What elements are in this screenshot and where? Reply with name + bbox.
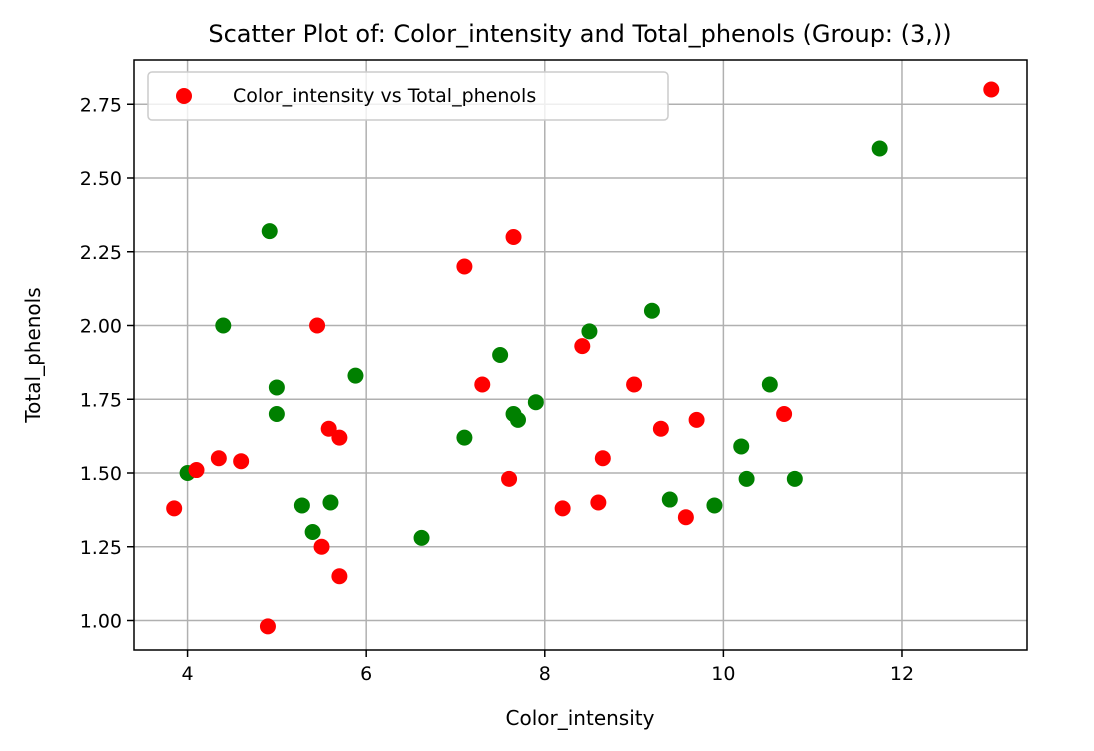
data-point: [643, 302, 660, 319]
legend: Color_intensity vs Total_phenols: [147, 71, 669, 121]
data-point: [492, 347, 509, 363]
data-point: [313, 538, 330, 555]
data-point: [309, 317, 326, 334]
data-point: [215, 317, 232, 334]
data-point: [210, 450, 227, 467]
data-point: [261, 223, 278, 240]
data-point: [983, 81, 1000, 98]
data-point: [268, 406, 285, 422]
data-point: [677, 509, 694, 526]
data-point: [268, 379, 285, 396]
data-point: [626, 376, 643, 393]
legend-entry-label: Color_intensity vs Total_phenols: [233, 85, 536, 107]
data-point: [474, 376, 491, 393]
data-point: [293, 497, 310, 514]
data-point: [688, 411, 705, 428]
data-point: [501, 470, 518, 487]
y-tick-label: 1.00: [80, 611, 122, 633]
data-point: [554, 500, 571, 517]
data-point: [304, 524, 321, 540]
y-tick-label: 2.50: [80, 168, 122, 190]
data-point: [456, 429, 473, 446]
data-point: [652, 420, 669, 437]
data-point: [581, 323, 598, 340]
data-point: [776, 406, 793, 422]
y-axis-label: Total_phenols: [21, 287, 45, 423]
data-point: [505, 229, 522, 245]
data-point: [166, 500, 183, 517]
y-tick-label: 1.75: [80, 389, 122, 411]
data-point: [347, 367, 364, 384]
y-tick-label: 2.00: [80, 316, 122, 338]
grid-lines: [134, 60, 1027, 650]
y-tick-label: 1.50: [80, 463, 122, 485]
x-tick-label: 8: [539, 663, 551, 685]
data-point: [188, 462, 205, 479]
scatter-points: [166, 81, 1000, 635]
data-point: [871, 140, 888, 157]
data-point: [738, 470, 755, 487]
data-point: [322, 494, 339, 511]
data-point: [574, 338, 591, 355]
plot-frame: [133, 59, 1028, 651]
data-point: [259, 618, 276, 635]
y-axis-ticks: 1.00 1.25 1.50 1.75 2.00 2.25 2.50 2.75: [80, 94, 134, 633]
data-point: [761, 376, 778, 393]
y-tick-label: 2.25: [80, 242, 122, 264]
x-tick-label: 6: [360, 663, 372, 685]
x-tick-label: 10: [711, 663, 735, 685]
y-tick-label: 2.75: [80, 94, 122, 116]
x-axis-ticks: 4 6 8 10 12: [182, 650, 914, 685]
data-point: [590, 494, 607, 511]
data-point: [594, 450, 611, 467]
x-axis-label: Color_intensity: [506, 706, 655, 730]
legend-marker: [176, 88, 192, 104]
data-point: [706, 497, 723, 514]
data-point: [320, 420, 337, 437]
data-point: [456, 258, 473, 275]
data-point: [509, 411, 526, 428]
data-point: [661, 491, 678, 508]
x-tick-label: 12: [890, 663, 914, 685]
data-point: [527, 394, 544, 411]
legend-box: [147, 71, 669, 121]
data-point: [786, 470, 803, 487]
data-point: [331, 568, 348, 585]
data-point: [331, 429, 348, 446]
data-point: [733, 438, 750, 455]
data-point: [413, 529, 430, 546]
data-point: [233, 453, 250, 470]
x-tick-label: 4: [182, 663, 194, 685]
y-tick-label: 1.25: [80, 537, 122, 559]
chart-title: Scatter Plot of: Color_intensity and Tot…: [208, 20, 951, 48]
